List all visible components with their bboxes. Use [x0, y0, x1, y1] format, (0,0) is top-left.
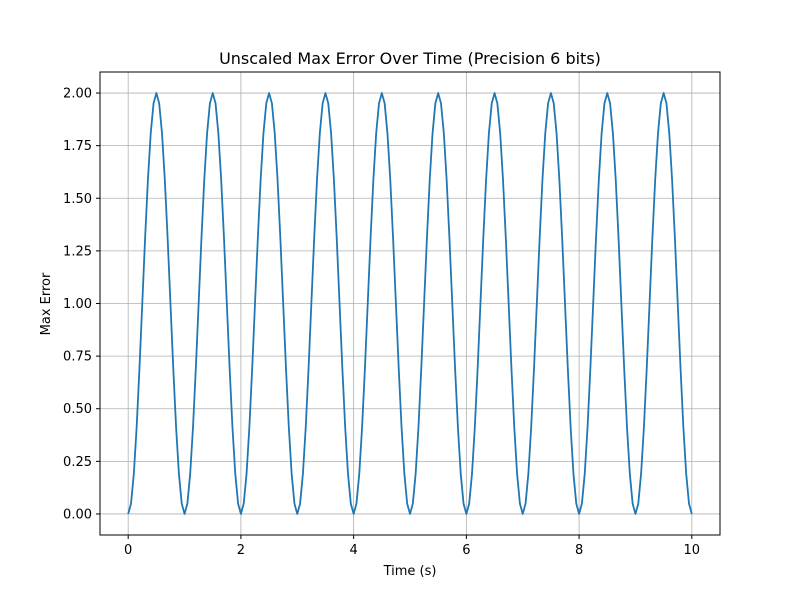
- x-tick-label: 2: [237, 543, 245, 558]
- x-tick-label: 8: [575, 543, 583, 558]
- y-tick-label: 2.00: [63, 87, 92, 102]
- y-axis-label: Max Error: [39, 272, 54, 335]
- series-line: [127, 92, 693, 515]
- y-tick-label: 0.75: [63, 350, 92, 365]
- series-layer: [127, 92, 693, 515]
- x-axis-label: Time (s): [383, 564, 437, 579]
- y-tick-label: 0.25: [63, 455, 92, 470]
- x-tick-label: 0: [124, 543, 132, 558]
- x-tick-label: 6: [462, 543, 470, 558]
- y-tick-label: 1.25: [63, 244, 92, 259]
- y-tick-label: 1.50: [63, 192, 92, 207]
- axis-ticks: 0 2 4 6 8 10 0.00 0.25 0.50 0.75 1.00 1.25 1.50 1.75 2…: [63, 87, 700, 558]
- y-tick-label: 0.00: [63, 507, 92, 522]
- x-tick-label: 10: [684, 543, 701, 558]
- y-tick-label: 1.75: [63, 139, 92, 154]
- y-tick-label: 1.00: [63, 297, 92, 312]
- x-tick-label: 4: [349, 543, 357, 558]
- y-tick-label: 0.50: [63, 402, 92, 417]
- chart-title: Unscaled Max Error Over Time (Precision …: [219, 49, 601, 68]
